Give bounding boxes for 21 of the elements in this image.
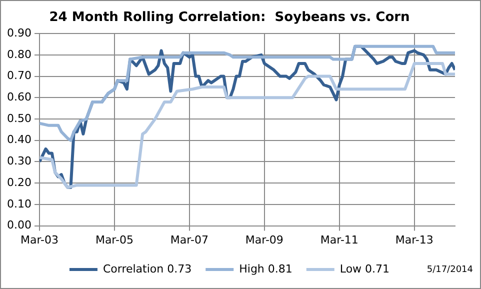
legend-label: High 0.81 (239, 262, 292, 276)
y-tick-label: 0.60 (6, 90, 32, 104)
x-tick-label: Mar-09 (245, 233, 284, 246)
x-tick-label: Mar-07 (170, 233, 208, 246)
y-tick-label: 0.10 (6, 197, 32, 210)
text: 5/17/2014 (426, 265, 473, 275)
x-tick-label: Mar-13 (395, 233, 434, 246)
legend-label: Low 0.71 (340, 262, 390, 276)
y-tick-label: 0.00 (6, 218, 32, 232)
y-tick-label: 0.80 (6, 48, 32, 61)
y-tick-label: 0.70 (6, 69, 32, 82)
y-tick-label: 0.30 (6, 154, 32, 168)
x-tick-label: Mar-03 (20, 233, 59, 246)
y-tick-label: 0.90 (6, 26, 32, 40)
y-tick-label: 0.20 (6, 176, 32, 189)
x-tick-label: Mar-11 (320, 233, 358, 246)
x-tick-label: Mar-05 (95, 233, 134, 246)
y-tick-label: 0.50 (6, 112, 32, 125)
chart-title: 24 Month Rolling Correlation: Soybeans vs. Corn (49, 10, 410, 26)
legend-label: Correlation 0.73 (102, 262, 192, 276)
y-tick-label: 0.40 (6, 133, 32, 146)
